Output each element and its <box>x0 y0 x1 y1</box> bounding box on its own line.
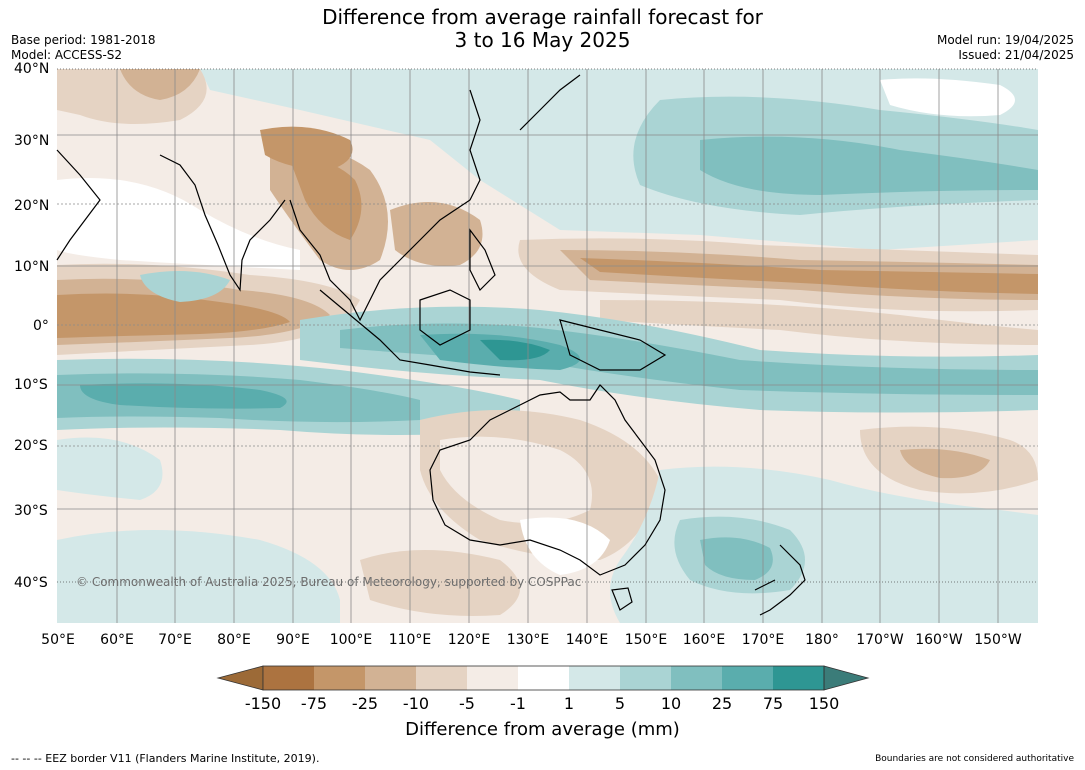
colorbar-arrow-wet <box>823 665 870 691</box>
colorbar-title: Difference from average (mm) <box>405 719 680 740</box>
colorbar-bin-2 <box>314 666 365 690</box>
colorbar-tick: -10 <box>402 694 430 713</box>
colorbar-tick: -25 <box>351 694 379 713</box>
lon-label-180: 180° <box>805 632 839 648</box>
colorbar-bin-8 <box>620 666 671 690</box>
colorbar-tick: 5 <box>614 694 626 713</box>
colorbar-tick: -1 <box>510 694 526 713</box>
base-period-label: Base period: 1981-2018 <box>11 33 156 47</box>
model-label: Model: ACCESS-S2 <box>11 48 123 62</box>
lon-label-150w: 150°W <box>974 632 1022 648</box>
coastlines <box>56 74 806 616</box>
lon-label-70e: 70°E <box>158 632 192 648</box>
lat-label-40s: 40°S <box>14 575 48 591</box>
lat-label-10s: 10°S <box>14 377 48 393</box>
colorbar-bin-11 <box>773 666 824 690</box>
colorbar-bin-4 <box>416 666 467 690</box>
tasmania-coastline <box>611 587 633 611</box>
lon-label-90e: 90°E <box>276 632 310 648</box>
colorbar-bin-7 <box>569 666 620 690</box>
new-guinea-coastline <box>559 319 667 371</box>
lon-label-150e: 150°E <box>624 632 668 648</box>
colorbar-tick: 25 <box>711 694 733 713</box>
colorbar-bin-5 <box>467 666 518 690</box>
colorbar-tick: 75 <box>762 694 784 713</box>
colorbar-bin-1 <box>263 666 314 690</box>
southeast-asia-coastline <box>289 89 481 322</box>
colorbar-tick: 10 <box>660 694 682 713</box>
philippines-coastline <box>469 228 496 292</box>
map-title-line2: 3 to 16 May 2025 <box>454 28 631 52</box>
borneo-coastline <box>419 289 471 346</box>
issued-label: Issued: 21/04/2025 <box>958 48 1074 62</box>
colorbar-bin-9 <box>671 666 722 690</box>
colorbar-tick: -75 <box>300 694 328 713</box>
lon-label-80e: 80°E <box>217 632 251 648</box>
lon-label-160w: 160°W <box>915 632 963 648</box>
boundary-disclaimer: Boundaries are not considered authoritat… <box>875 754 1074 764</box>
lat-label-30n: 30°N <box>14 133 50 149</box>
lon-label-110e: 110°E <box>388 632 432 648</box>
lon-label-140e: 140°E <box>565 632 609 648</box>
india-coastline <box>159 154 286 292</box>
lat-label-40n: 40°N <box>14 61 50 77</box>
lon-label-130e: 130°E <box>506 632 550 648</box>
colorbar-bin-10 <box>722 666 773 690</box>
lon-label-50e: 50°E <box>41 632 75 648</box>
lon-label-60e: 60°E <box>100 632 134 648</box>
lon-label-100e: 100°E <box>329 632 373 648</box>
japan-coastline <box>519 74 581 131</box>
colorbar <box>216 665 870 691</box>
colorbar-tick: -150 <box>244 694 282 713</box>
colorbar-arrow-dry <box>216 665 264 691</box>
lat-label-20n: 20°N <box>14 198 50 214</box>
lon-label-170w: 170°W <box>856 632 904 648</box>
eez-border-note: -- -- -- EEZ border V11 (Flanders Marine… <box>11 752 320 765</box>
colorbar-bin-6 <box>518 666 569 690</box>
colorbar-tick: 150 <box>808 694 840 713</box>
copyright-notice: © Commonwealth of Australia 2025, Bureau… <box>76 575 582 589</box>
lat-label-10n: 10°N <box>14 259 50 275</box>
new-zealand-coastline <box>754 544 806 616</box>
colorbar-tick: -5 <box>459 694 475 713</box>
lon-label-170e: 170°E <box>741 632 785 648</box>
lon-label-120e: 120°E <box>447 632 491 648</box>
colorbar-bin-3 <box>365 666 416 690</box>
graticule <box>57 68 1038 623</box>
lat-label-20s: 20°S <box>14 438 48 454</box>
lon-label-160e: 160°E <box>682 632 726 648</box>
model-run-label: Model run: 19/04/2025 <box>936 33 1074 47</box>
map-title-line1: Difference from average rainfall forecas… <box>322 5 763 29</box>
lat-label-0: 0° <box>33 318 49 334</box>
sumatra-java-coastline <box>319 289 501 376</box>
lat-label-30s: 30°S <box>14 503 48 519</box>
australia-coastline <box>429 384 666 576</box>
colorbar-tick: 1 <box>563 694 575 713</box>
map-field <box>57 69 1038 623</box>
arabia-coastline <box>56 149 101 261</box>
